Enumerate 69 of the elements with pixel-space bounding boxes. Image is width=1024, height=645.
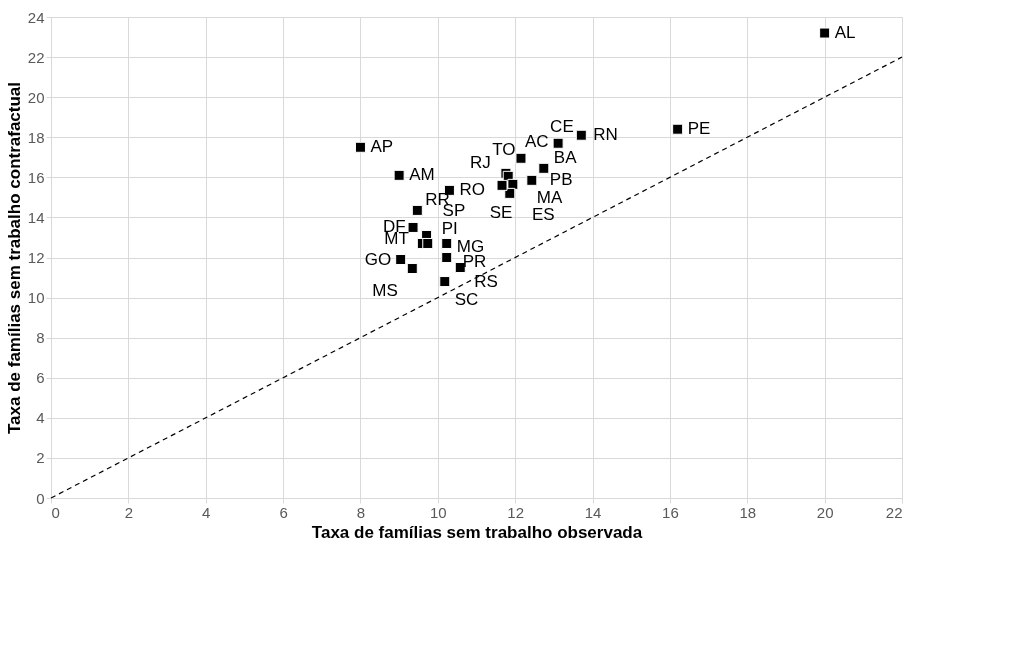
x-tick-label: 0 — [51, 503, 60, 521]
annotation: AP — [370, 137, 394, 157]
annotation: RJ — [469, 153, 491, 173]
point — [526, 174, 538, 186]
x-tick-label: 14 — [584, 503, 602, 521]
annotation: BA — [553, 148, 578, 168]
annotation: PE — [687, 119, 711, 139]
x-tick-label: 16 — [662, 503, 679, 521]
point — [575, 129, 587, 141]
annotation: PI — [441, 219, 458, 239]
y-tick-label: 16 — [27, 168, 45, 186]
point — [552, 137, 564, 149]
y-tick-label: 20 — [27, 88, 45, 106]
y-tick-label: 14 — [27, 208, 45, 226]
x-tick-label: 20 — [816, 503, 834, 521]
point — [393, 169, 405, 181]
point — [354, 141, 366, 153]
y-tick-label: 12 — [27, 249, 45, 266]
x-tick-label: 12 — [507, 503, 525, 521]
annotation: CE — [550, 117, 574, 137]
point — [507, 178, 519, 190]
point — [411, 204, 423, 216]
x-tick-label: 6 — [279, 503, 288, 521]
annotation: SC — [454, 289, 479, 309]
y-tick-label: 4 — [36, 409, 45, 427]
point — [422, 237, 434, 249]
annotation: AC — [524, 132, 549, 152]
point — [672, 123, 684, 135]
annotation: PB — [549, 170, 573, 190]
annotation: SE — [489, 203, 513, 223]
x-tick-label: 18 — [739, 503, 757, 521]
y-tick-label: 24 — [27, 8, 45, 26]
point — [407, 221, 419, 233]
x-tick-label: 4 — [202, 503, 211, 521]
point — [538, 162, 550, 174]
annotation: AM — [409, 165, 435, 185]
point — [819, 27, 831, 39]
x-tick-label: 2 — [124, 503, 134, 521]
y-tick-label: 10 — [27, 289, 45, 307]
point — [406, 263, 418, 275]
x-tick-label: 22 — [885, 503, 903, 521]
y-tick-label: 0 — [36, 489, 45, 507]
annotation: TO — [492, 140, 516, 160]
point — [515, 152, 527, 164]
point — [454, 262, 466, 274]
point — [504, 187, 516, 199]
y-tick-label: 6 — [36, 369, 45, 387]
annotation: AL — [834, 23, 856, 43]
annotation: ES — [532, 205, 555, 225]
x-tick-label: 10 — [429, 503, 447, 521]
annotation: RN — [593, 125, 618, 145]
y-tick-label: 8 — [36, 329, 45, 347]
y-tick-label: 18 — [27, 128, 45, 146]
y-axis-title: Taxa de famílias sem trabalho contrafactual — [4, 81, 24, 435]
point — [441, 252, 453, 263]
annotation: GO — [364, 249, 392, 269]
x-tick-label: 8 — [356, 503, 366, 521]
x-axis-title: Taxa de famílias sem trabalho observada — [311, 522, 643, 542]
point — [395, 254, 407, 265]
point — [441, 237, 453, 249]
annotation: RS — [474, 271, 498, 291]
annotation: PR — [462, 251, 487, 271]
annotation: RO — [459, 180, 485, 200]
point — [439, 276, 451, 288]
point — [496, 179, 508, 191]
y-tick-label: 22 — [27, 48, 45, 66]
annotation: MS — [372, 280, 398, 300]
annotation: MA — [536, 188, 564, 208]
y-tick-label: 2 — [36, 449, 45, 467]
